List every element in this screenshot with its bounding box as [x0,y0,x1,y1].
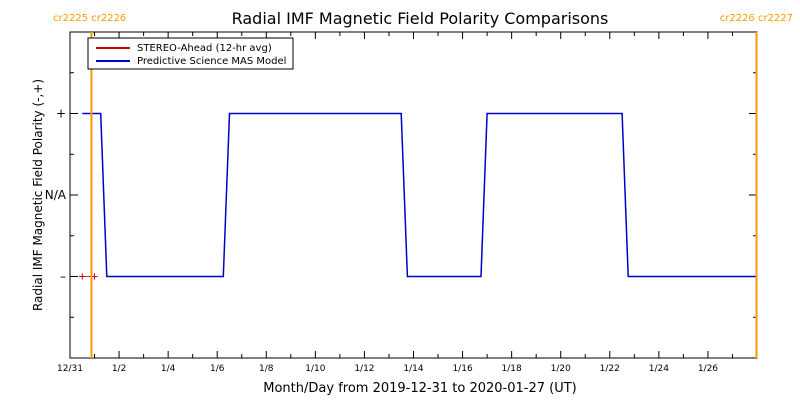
x-tick-label: 1/14 [403,364,423,374]
y-axis-label: Radial IMF Magnetic Field Polarity (-,+) [31,79,45,311]
x-tick-label: 1/6 [210,364,225,374]
series-line-mas [82,112,757,278]
x-tick-label: 1/16 [452,364,472,374]
x-tick-label: 1/10 [305,364,325,374]
x-tick-labels: 12/31 1/2 1/4 1/6 1/8 1/10 1/12 1/14 1/16 1/18 1/2… [57,364,718,374]
rotation-marker-label: cr2225 cr2226 [53,13,126,24]
x-tick-label: 1/24 [649,364,669,374]
rotation-marker-label: cr2226 cr2227 [720,13,793,24]
plot-frame [69,31,758,359]
axis-ticks [69,32,758,358]
rotation-markers: cr2225 cr2226 cr2226 cr2227 [53,13,793,358]
legend: STEREO-Ahead (12-hr avg) Predictive Scie… [87,37,294,70]
x-tick-label: 1/8 [259,364,274,374]
x-tick-label: 1/26 [698,364,718,374]
series-layer [79,112,757,280]
x-tick-label: 1/4 [161,364,176,374]
x-tick-label: 12/31 [57,364,83,374]
x-tick-label: 1/22 [600,364,620,374]
x-tick-label: 1/20 [551,364,571,374]
legend-box [87,37,294,70]
legend-label-mas: Predictive Science MAS Model [137,56,286,67]
y-tick-label: – [60,270,66,284]
x-tick-label: 1/18 [502,364,522,374]
chart-title: Radial IMF Magnetic Field Polarity Compa… [232,9,609,28]
x-tick-label: 1/12 [354,364,374,374]
y-tick-label: N/A [45,188,67,202]
y-tick-label: + [56,107,66,121]
x-axis-label: Month/Day from 2019-12-31 to 2020-01-27 … [263,381,576,396]
y-tick-labels: + N/A – [45,107,67,284]
x-tick-label: 1/2 [112,364,126,374]
legend-label-stereo: STEREO-Ahead (12-hr avg) [137,43,272,54]
plot-border [69,31,758,359]
